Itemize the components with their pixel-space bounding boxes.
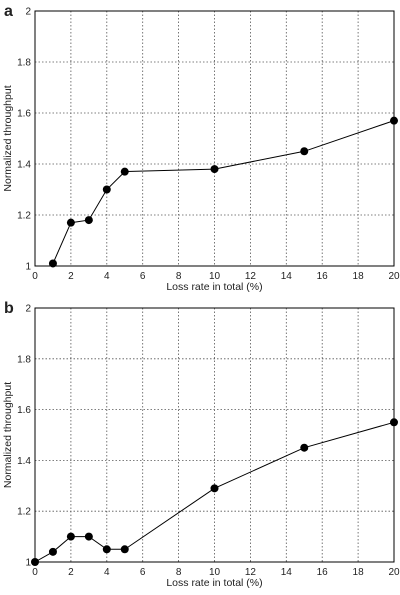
y-tick-label: 1 [25, 558, 31, 569]
plot-frame [34, 10, 395, 267]
x-tick-label: 18 [353, 271, 365, 282]
x-tick-label: 2 [68, 271, 74, 282]
x-tick-label: 16 [317, 567, 329, 578]
data-point [31, 558, 39, 566]
plot-frame [34, 307, 395, 563]
grid-lines [35, 308, 394, 562]
y-tick-label: 1.6 [17, 405, 31, 416]
y-tick-label: 1.6 [17, 109, 31, 120]
y-axis-label: Normalized throughput [2, 85, 14, 191]
data-series [48, 116, 398, 268]
data-series [31, 418, 398, 566]
data-point [210, 484, 219, 493]
data-point [120, 545, 129, 554]
x-tick-label: 14 [281, 567, 293, 578]
x-tick-label: 6 [140, 567, 146, 578]
x-tick-label: 6 [140, 271, 146, 282]
x-tick-label: 14 [281, 271, 293, 282]
x-tick-label: 2 [68, 567, 74, 578]
panel-letter-b: b [4, 300, 14, 317]
x-tick-label: 10 [209, 271, 221, 282]
x-tick-label: 20 [388, 567, 400, 578]
x-axis-label: Loss rate in total (%) [166, 577, 262, 589]
y-tick-label: 1.4 [17, 456, 31, 467]
data-point [48, 259, 57, 268]
x-tick-labels: 0 2 4 6 8 10 12 14 16 18 20 [32, 271, 400, 282]
x-axis-label: Loss rate in total (%) [166, 281, 262, 293]
y-tick-labels: 1 1.2 1.4 1.6 1.8 2 [17, 304, 31, 569]
x-tick-label: 20 [388, 271, 400, 282]
x-tick-label: 8 [176, 567, 182, 578]
data-point [210, 165, 219, 174]
chart-panel-a: a 0 2 4 6 8 10 12 14 16 18 20 1 1.2 1.4 1.6 1.8 2 Loss … [2, 3, 400, 293]
y-tick-label: 1.2 [17, 211, 31, 222]
x-tick-label: 10 [209, 567, 221, 578]
x-tick-labels: 0 2 4 6 8 10 12 14 16 18 20 [32, 567, 400, 578]
x-tick-label: 0 [32, 567, 38, 578]
panel-letter-a: a [4, 3, 13, 20]
data-point [102, 545, 111, 554]
y-tick-labels: 1 1.2 1.4 1.6 1.8 2 [17, 7, 31, 273]
data-point [120, 167, 129, 176]
data-point [300, 147, 309, 156]
x-tick-label: 4 [104, 567, 110, 578]
chart-panel-b: b 0 2 4 6 8 10 12 14 16 18 20 1 1.2 1.4 1.6 1.8 2 Loss … [2, 300, 400, 589]
data-point [84, 532, 93, 541]
y-tick-label: 1.8 [17, 354, 31, 365]
x-tick-label: 12 [245, 271, 257, 282]
y-tick-label: 1 [25, 262, 31, 273]
data-point [48, 547, 57, 556]
y-tick-label: 1.4 [17, 160, 31, 171]
data-point [66, 218, 75, 227]
grid-lines [35, 11, 394, 266]
data-point [102, 185, 111, 194]
y-tick-label: 1.2 [17, 507, 31, 518]
y-tick-label: 2 [25, 7, 31, 18]
x-tick-label: 12 [245, 567, 257, 578]
x-tick-label: 0 [32, 271, 38, 282]
y-tick-label: 1.8 [17, 58, 31, 69]
y-axis-label: Normalized throughput [2, 382, 14, 488]
x-tick-label: 8 [176, 271, 182, 282]
data-point [390, 116, 398, 125]
x-tick-label: 16 [317, 271, 329, 282]
data-point [66, 532, 75, 541]
data-point [390, 418, 398, 427]
y-tick-label: 2 [25, 304, 31, 315]
x-tick-label: 4 [104, 271, 110, 282]
data-point [300, 443, 309, 452]
x-tick-label: 18 [353, 567, 365, 578]
data-point [84, 216, 93, 225]
